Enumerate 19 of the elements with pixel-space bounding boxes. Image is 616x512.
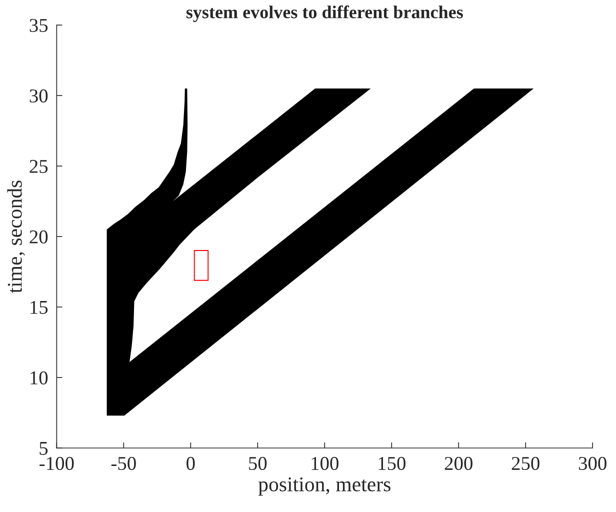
x-tick-label: 200: [444, 456, 472, 470]
x-tick-label: -50: [111, 456, 136, 470]
x-tick-label: 150: [378, 456, 406, 470]
x-tick-label: 300: [578, 456, 606, 470]
x-tick-label: 50: [249, 456, 267, 470]
y-tick-label: 30: [30, 89, 48, 103]
x-tick-label: 100: [312, 456, 338, 470]
y-tick-label: 15: [30, 300, 48, 314]
y-tick-label: 25: [30, 160, 48, 173]
y-tick-label: 20: [30, 230, 48, 244]
x-tick-label: 0: [186, 456, 195, 470]
y-tick-label: 5: [40, 442, 48, 455]
y-tick-label: 35: [30, 18, 48, 32]
x-tick-label: 250: [512, 456, 540, 470]
y-tick-label: 10: [30, 371, 48, 384]
chart-title: system evolves to different branches: [186, 5, 463, 22]
y-axis-title: time, seconds: [7, 180, 25, 294]
x-tick-label: -100: [40, 456, 74, 470]
x-axis-title: position, meters: [258, 477, 390, 496]
